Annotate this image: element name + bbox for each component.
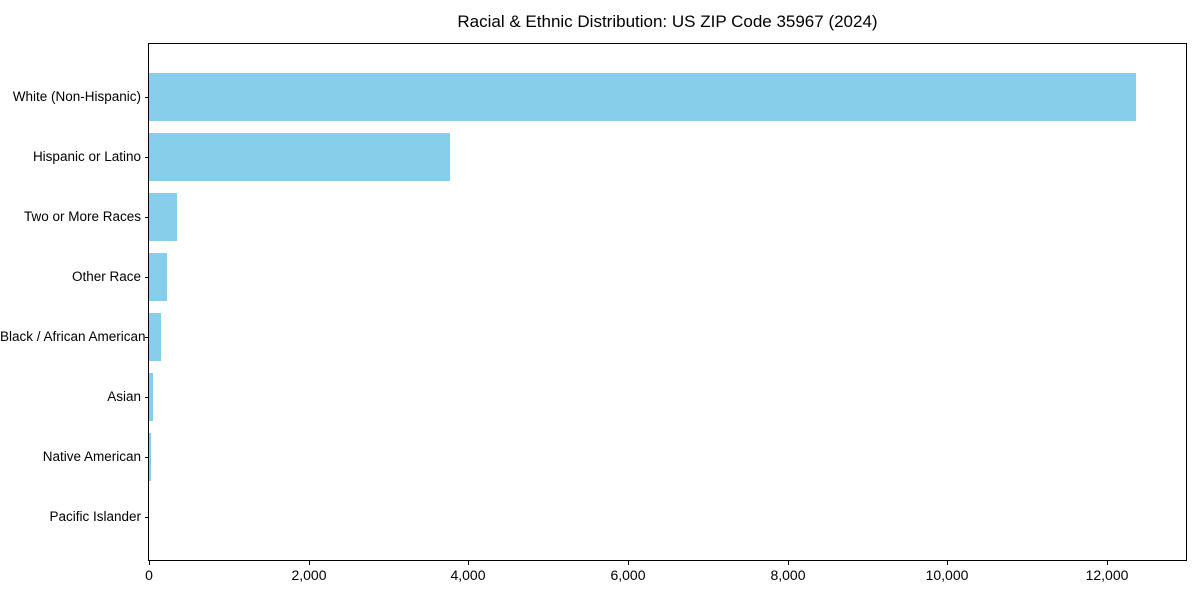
y-axis-label: Other Race [71,269,141,284]
bar-asian [149,373,153,421]
bar-two-or-more-races [149,193,177,241]
y-axis-label: Two or More Races [23,209,141,224]
y-axis-tick-mark [145,517,149,518]
y-axis-label: White (Non-Hispanic) [12,89,141,104]
y-axis-label: Black / African American [0,329,146,344]
y-axis-tick-mark [145,337,149,338]
y-axis-label: Native American [42,449,141,464]
x-axis-tick-mark [309,561,310,565]
bar-native-american [149,433,151,481]
y-axis-tick-mark [145,157,149,158]
x-axis-tick-label: 10,000 [925,567,969,583]
x-axis-tick-label: 4,000 [450,567,486,583]
y-axis-label: Pacific Islander [49,509,141,524]
x-axis-tick-mark [788,561,789,565]
x-axis-tick-label: 6,000 [610,567,646,583]
y-axis-tick-mark [145,217,149,218]
x-axis-tick-label: 12,000 [1085,567,1129,583]
bar-other-race [149,253,167,301]
bar-white-non-hispanic [149,73,1136,121]
plot-area [148,43,1187,561]
x-axis-tick-label: 8,000 [770,567,806,583]
x-axis-tick-label: 0 [145,567,153,583]
y-axis-tick-mark [145,397,149,398]
x-axis-tick-mark [149,561,150,565]
y-axis-tick-mark [145,97,149,98]
chart-title: Racial & Ethnic Distribution: US ZIP Cod… [457,12,878,31]
y-axis-label: Hispanic or Latino [32,149,141,164]
x-axis-tick-mark [1107,561,1108,565]
x-axis-tick-label: 2,000 [291,567,327,583]
bar-hispanic-or-latino [149,133,450,181]
y-axis-tick-mark [145,277,149,278]
x-axis-tick-mark [468,561,469,565]
bar-black-african-american [149,313,161,361]
y-axis-tick-mark [145,457,149,458]
y-axis-label: Asian [107,389,141,404]
x-axis-tick-mark [628,561,629,565]
x-axis-tick-mark [947,561,948,565]
